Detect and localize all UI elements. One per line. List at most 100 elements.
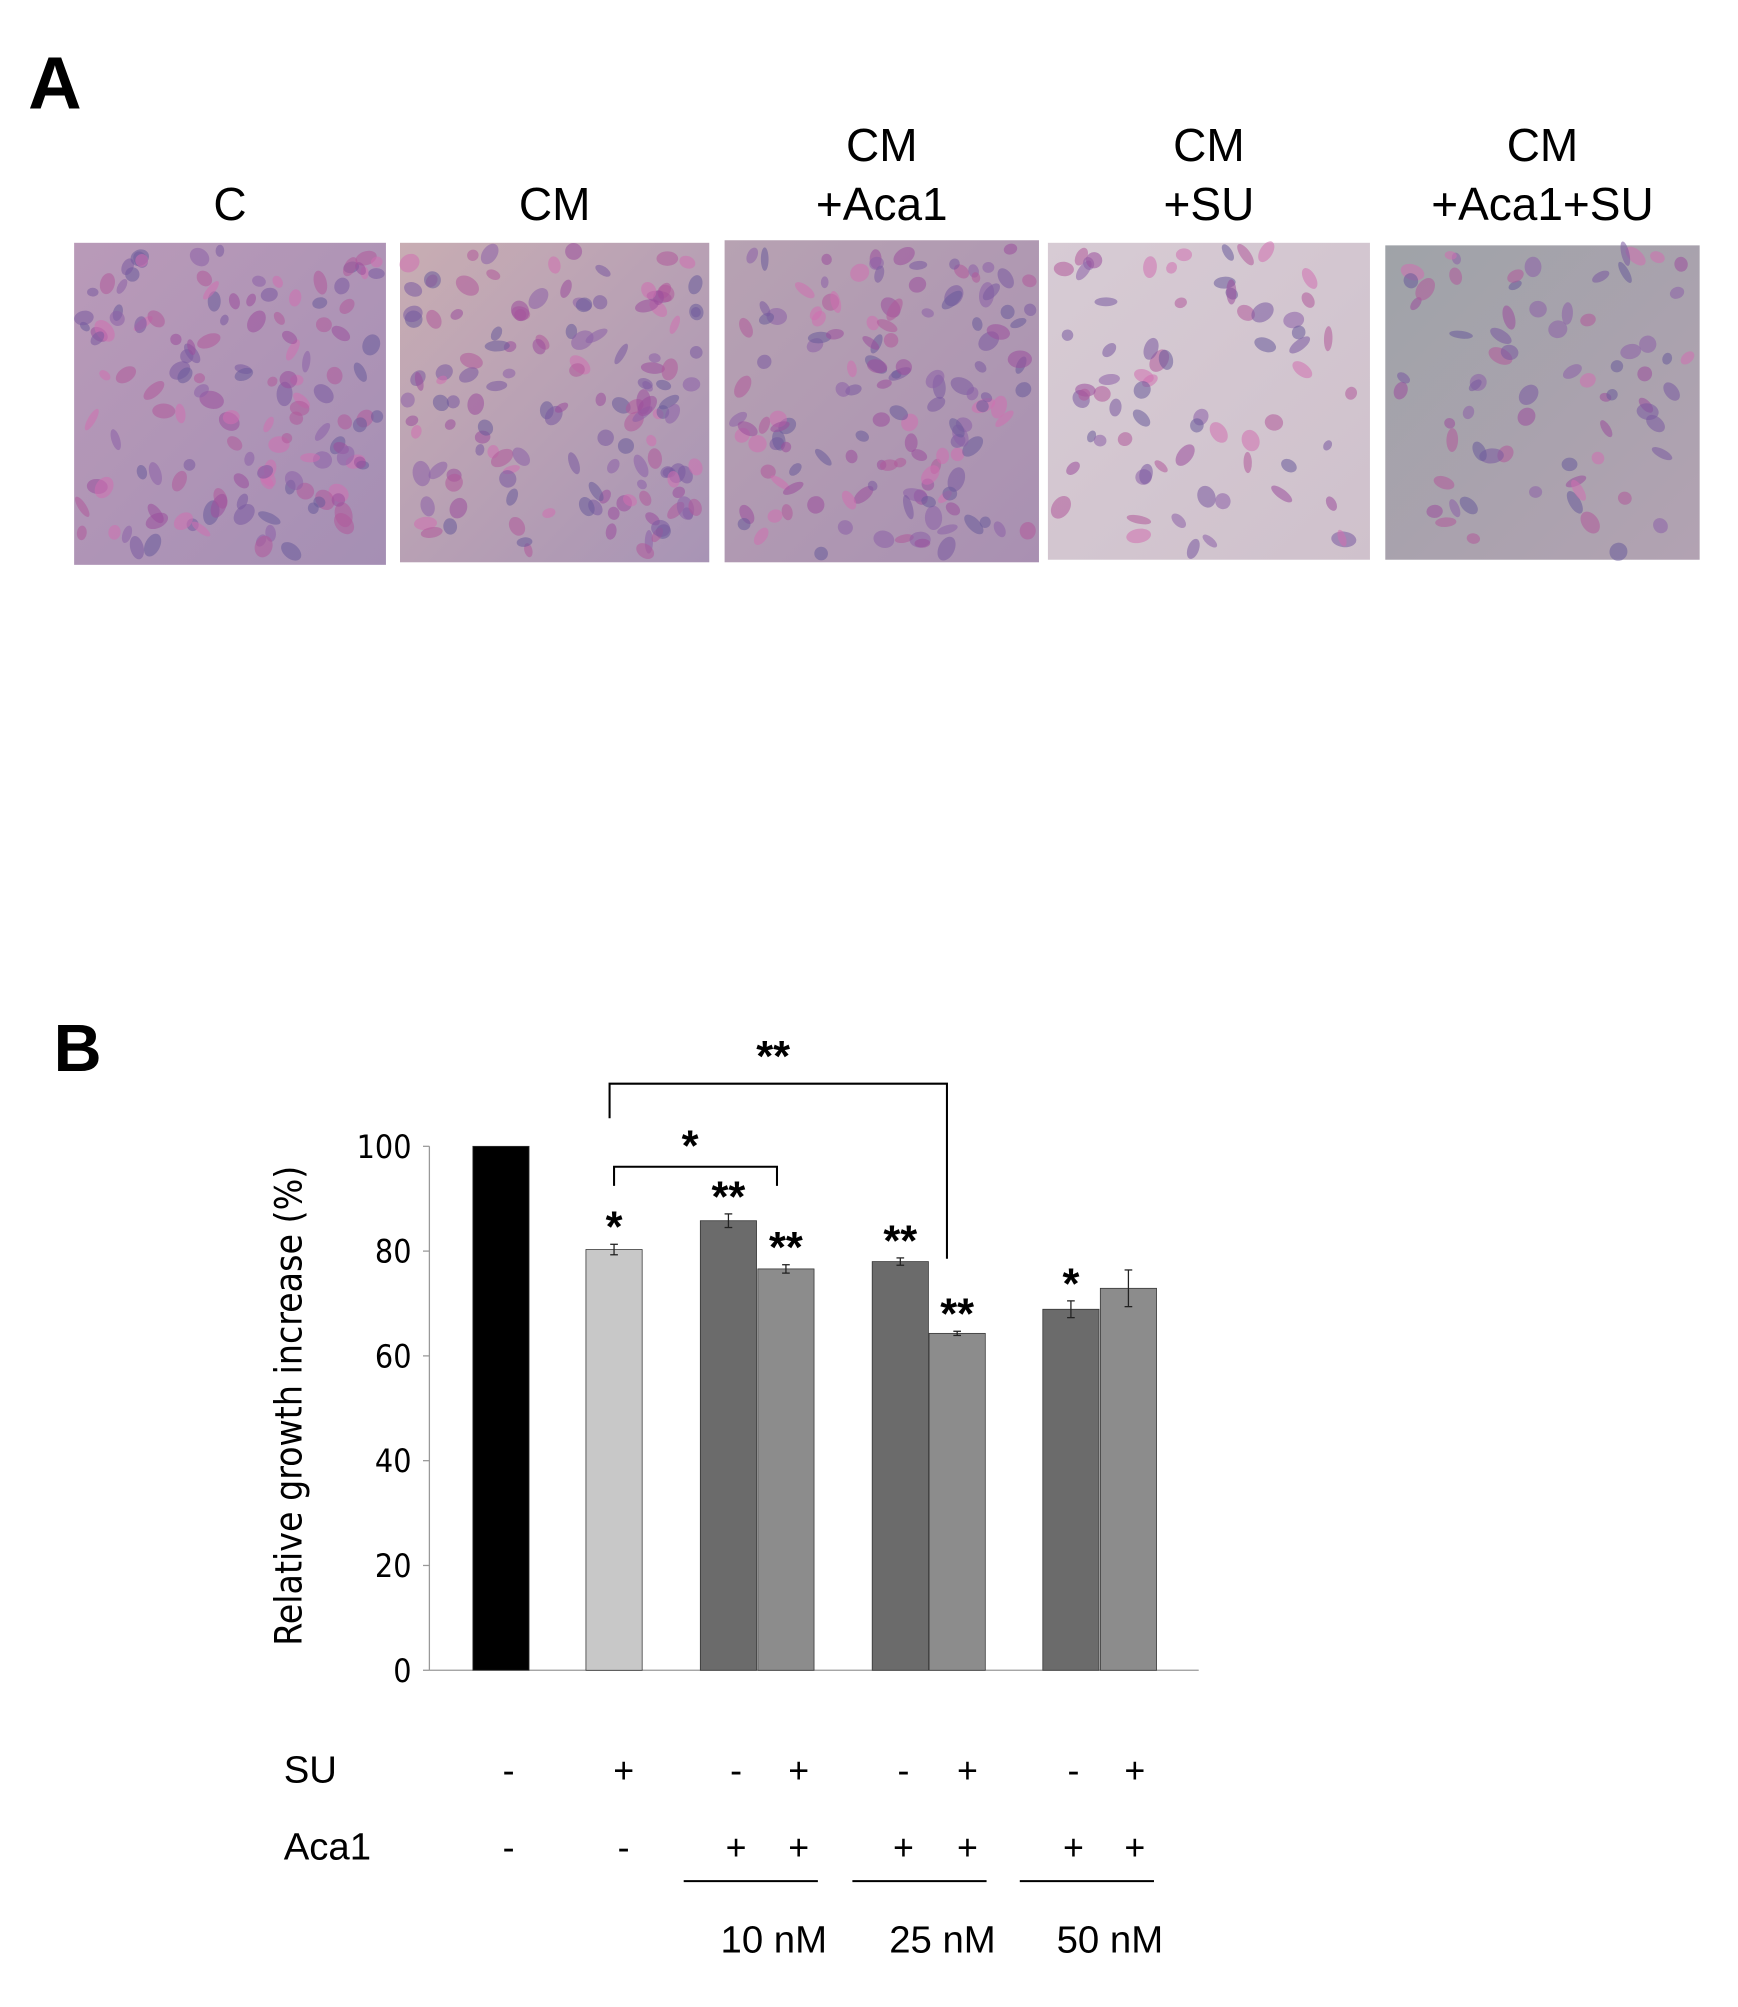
cell <box>568 452 580 475</box>
cell <box>982 261 995 273</box>
cell <box>575 297 593 313</box>
cell <box>368 268 385 279</box>
cell <box>1078 388 1091 401</box>
cell <box>617 438 635 454</box>
cell <box>1015 382 1032 398</box>
cell <box>444 419 456 430</box>
cell <box>1133 381 1151 399</box>
cell <box>688 498 702 516</box>
cell <box>1237 304 1255 321</box>
cell <box>964 514 984 535</box>
cell <box>247 310 266 333</box>
cell <box>512 447 531 466</box>
cell <box>997 268 1014 289</box>
cell <box>1175 248 1193 262</box>
cell <box>759 301 771 317</box>
image-caption: CM <box>1173 119 1245 171</box>
cell <box>1337 529 1347 547</box>
cell <box>656 379 672 391</box>
cell <box>147 310 165 328</box>
cell <box>845 449 858 464</box>
y-tick-label: 0 <box>393 1652 411 1690</box>
cell <box>1000 304 1015 320</box>
cell <box>925 369 945 389</box>
cell <box>1651 447 1673 461</box>
cell <box>622 494 637 507</box>
cell <box>90 331 105 346</box>
cell <box>1010 317 1027 329</box>
cell <box>99 370 111 381</box>
cell <box>659 394 680 410</box>
cell <box>1500 344 1519 360</box>
cell <box>1490 327 1512 344</box>
cell <box>966 386 979 401</box>
cell <box>879 459 898 471</box>
y-tick-label: 100 <box>357 1128 412 1166</box>
bar <box>1042 1308 1100 1671</box>
cell <box>281 432 293 444</box>
cell <box>108 525 121 540</box>
cell <box>222 410 240 425</box>
cell <box>1579 373 1596 388</box>
cell <box>1024 303 1037 317</box>
cell <box>445 473 463 492</box>
cell <box>1580 313 1596 327</box>
cell <box>1109 398 1122 417</box>
cell <box>1134 369 1154 384</box>
cell <box>578 497 595 517</box>
image-caption: CM <box>1507 119 1579 171</box>
cell <box>506 488 519 506</box>
cell <box>314 422 331 441</box>
cell <box>446 395 460 409</box>
cell <box>1449 267 1463 285</box>
condition-value: - <box>730 1751 742 1791</box>
cell <box>682 377 701 392</box>
cell <box>945 502 961 516</box>
cell <box>679 255 696 269</box>
cell <box>1143 337 1159 360</box>
cell <box>94 476 114 499</box>
cell <box>355 262 366 276</box>
cell <box>758 312 775 325</box>
cell <box>605 523 617 540</box>
cell <box>729 411 748 427</box>
cell <box>949 258 960 270</box>
cell <box>1449 330 1473 339</box>
cell <box>893 246 915 266</box>
y-tick-label: 20 <box>375 1547 412 1585</box>
cell <box>428 461 448 480</box>
image-caption: CM <box>846 119 918 171</box>
cell <box>233 504 255 525</box>
condition-value: + <box>893 1827 914 1867</box>
cell <box>436 375 448 385</box>
cell <box>972 317 983 331</box>
cell <box>637 395 657 417</box>
cell <box>420 526 443 538</box>
cell <box>651 519 671 537</box>
cell <box>914 538 931 548</box>
cell <box>455 275 480 296</box>
cell <box>353 362 367 382</box>
cell <box>794 282 815 299</box>
cell <box>252 275 266 287</box>
cell <box>1323 440 1333 451</box>
cell <box>1529 486 1543 498</box>
cell <box>1301 268 1318 289</box>
cell <box>510 300 530 322</box>
cell <box>639 490 652 506</box>
bar <box>757 1268 815 1671</box>
cell <box>315 317 332 333</box>
cell <box>1650 251 1665 264</box>
cell <box>508 516 526 536</box>
cell <box>413 516 438 531</box>
cell <box>1237 243 1254 266</box>
significance: ** <box>769 1224 803 1272</box>
cell <box>986 324 1010 340</box>
cell <box>607 506 620 520</box>
cell <box>647 448 663 469</box>
cell <box>850 263 870 282</box>
image-caption: +SU <box>1164 178 1255 230</box>
cell <box>467 393 485 415</box>
cell <box>1202 534 1218 548</box>
cell <box>950 447 965 462</box>
